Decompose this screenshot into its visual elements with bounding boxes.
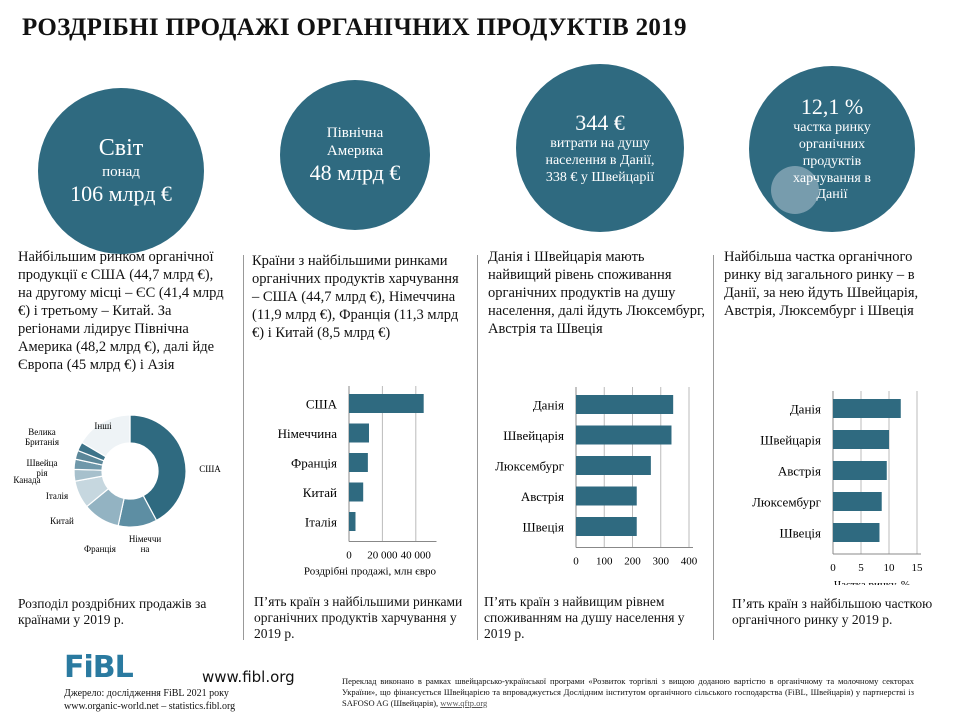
tick-label: 0 [830,562,836,574]
circle-line: 48 млрд € [309,159,401,185]
slice-label: Велика Британія [25,427,59,447]
circle-line: Північна [326,124,384,141]
circle-line: 106 млрд € [70,181,172,207]
caption-per-capita: П’ять країн з найвищим рівнем споживання… [484,594,685,641]
slice-label: США [199,464,221,474]
bar [576,395,674,414]
bar [576,425,672,445]
tick-label: 400 [681,556,698,568]
category-label: Люксембург [495,459,564,474]
slice-label: Франція [84,544,116,554]
circle-line: 338 € у Швейцарії [545,169,655,185]
bar [833,492,882,511]
tick-label: 300 [653,556,670,568]
category-label: Данія [533,398,564,413]
caption-market-share: П’ять країн з найбільшою часткою органіч… [732,596,933,627]
circle-line: витрати на душу населення в Данії, [545,136,655,168]
circle-line: Світ [98,135,144,162]
category-label: Швейцарія [760,433,821,448]
bar [833,523,880,542]
category-label: Швеція [523,520,565,535]
bar [576,517,637,536]
qftp-link[interactable]: www.qftp.org [440,698,488,708]
tick-label: 20 000 [367,550,398,562]
fibl-website-link[interactable]: www.fibl.org [202,668,295,686]
donut-chart: США Німеччи на Франція Китай Італія КанадаШвей… [13,414,221,554]
bar-chart-market-share: 0 5 10 15 Данія Швейцарія Австрія Люксембург Шве… [752,391,924,585]
circle-line: Америка [326,142,384,159]
bar [349,394,424,413]
category-label: Данія [790,402,821,417]
fibl-logo: FiBL [64,650,134,685]
tick-label: 0 [346,550,352,562]
category-label: Швеція [780,526,822,541]
category-label: Швейцарія [503,428,564,443]
category-label: США [306,397,338,412]
source-text: Джерело: дослідження FiBL 2021 року [64,688,229,699]
tick-label: 40 000 [401,550,432,562]
tick-label: 200 [624,556,641,568]
slice-label: Інші [94,421,112,431]
slice-label: Швейца рія [27,458,58,478]
source-links: www.organic-world.net – statistics.fibl.… [64,701,236,712]
category-label: Австрія [521,489,564,504]
decorative-bubble [771,166,819,214]
bar-chart-top-markets: 0 20 000 40 000 США Німеччина Франція Китай Іта… [278,386,437,578]
tick-label: 5 [858,562,864,574]
bar-chart-per-capita: 0 100 200 300 400 Данія Швейцарія Люксембург Авс… [495,387,698,581]
bar [833,461,887,480]
category-label: Китай [303,485,337,500]
tick-label: 15 [912,562,924,574]
slice-label: Китай [50,516,74,526]
category-label: Австрія [778,464,821,479]
stat-circle-market-share: 12,1 % частка ринку органічних продуктів… [749,66,915,232]
x-axis-title: Частка ринку, % [834,579,910,585]
x-axis-title: Євро [578,579,602,581]
category-label: Німеччина [278,426,338,441]
bar [349,482,364,502]
tick-label: 0 [573,556,579,568]
category-label: Італія [305,515,337,530]
bar [349,453,368,472]
slice-label: Італія [46,491,68,501]
circle-line: частка ринку органічних продуктів харчув… [793,120,871,203]
tick-label: 100 [596,556,613,568]
slice-label: Канада [13,475,40,485]
stat-circle-per-capita: 344 € витрати на душу населення в Данії,… [516,64,684,232]
tick-label: 10 [884,562,896,574]
donut-slice [80,414,131,458]
slice-label: Німеччи на [129,534,162,554]
bar [833,430,889,449]
stat-circle-north-america: Північна Америка 48 млрд € [280,80,430,230]
bar [833,399,901,418]
divider [477,255,478,640]
donut-slice [129,414,187,522]
bar [576,486,637,506]
bar [349,423,369,443]
description-market-share: Найбільша частка органічного ринку від з… [724,249,919,319]
circle-line: понад [102,164,140,181]
circle-line: 344 € [575,109,625,135]
divider [243,255,244,640]
x-axis-title: Роздрібні продажі, млн євро [304,566,437,578]
category-label: Франція [291,456,337,471]
note-text: Переклад виконано в рамках швейцарсько-у… [342,676,914,708]
bar [576,456,651,475]
divider [713,255,714,640]
description-per-capita: Данія і Швейцарія мають найвищий рівень … [488,249,705,337]
circle-line: 12,1 % [800,93,864,119]
description-top-markets: Країни з найбільшими ринками органічних … [252,253,459,341]
description-world: Найбільшим ринком органічної продукції є… [18,249,224,373]
page-title: РОЗДРІБНІ ПРОДАЖІ ОРГАНІЧНИХ ПРОДУКТІВ 2… [22,14,687,41]
translation-note: Переклад виконано в рамках швейцарсько-у… [342,676,914,709]
caption-top-markets: П’ять країн з найбільшими ринками органі… [254,594,463,641]
caption-pie: Розподіл роздрібних продажів за країнами… [18,596,207,627]
stat-circle-world: Світ понад 106 млрд € [38,88,204,254]
category-label: Люксембург [752,495,821,510]
bar [349,512,356,531]
